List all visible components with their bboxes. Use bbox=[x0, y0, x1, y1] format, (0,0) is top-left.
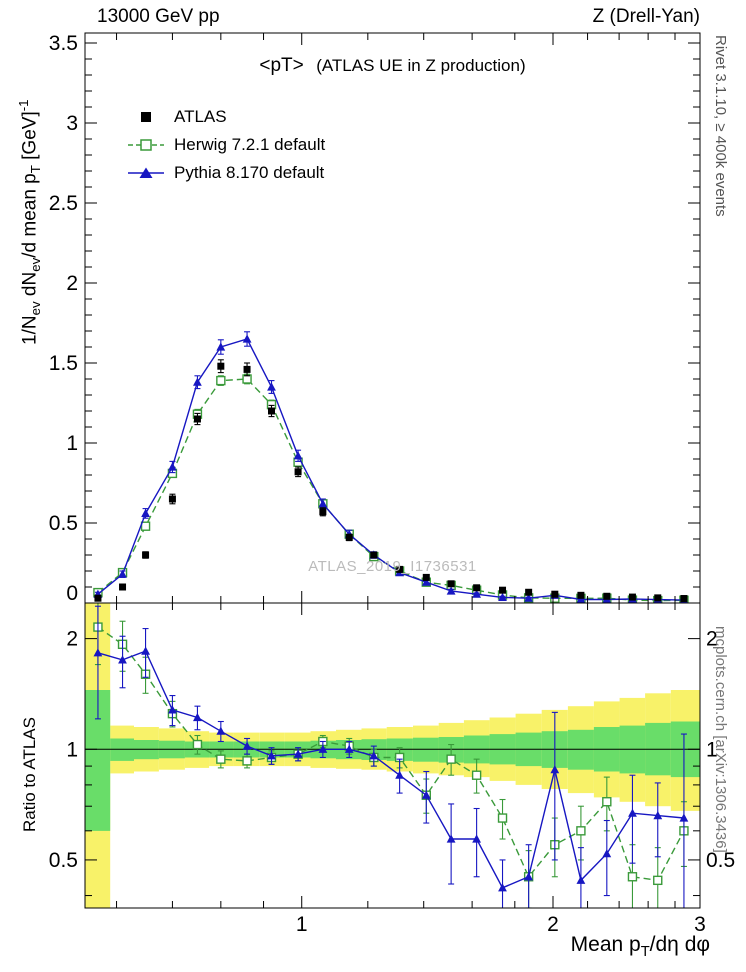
herwig-marker-icon bbox=[128, 139, 164, 151]
atlas-marker-icon bbox=[141, 112, 151, 122]
analysis-watermark: ATLAS_2019_I1736531 bbox=[308, 558, 477, 575]
svg-text:2.5: 2.5 bbox=[49, 192, 78, 215]
main-series bbox=[93, 331, 689, 603]
header-beam-energy: 13000 GeV pp bbox=[97, 6, 220, 27]
svg-text:0.5: 0.5 bbox=[49, 512, 78, 535]
ratio-series bbox=[93, 603, 689, 908]
svg-text:2: 2 bbox=[66, 628, 78, 651]
svg-text:3: 3 bbox=[694, 913, 706, 936]
svg-text:3.5: 3.5 bbox=[49, 32, 78, 55]
svg-text:2: 2 bbox=[66, 272, 78, 295]
rivet-version-label: Rivet 3.1.10, ≥ 400k events bbox=[712, 35, 729, 217]
svg-text:1: 1 bbox=[66, 738, 78, 761]
svg-text:2: 2 bbox=[547, 913, 559, 936]
pythia-marker-icon bbox=[128, 167, 164, 178]
legend-label-pythia: Pythia 8.170 default bbox=[174, 163, 325, 182]
svg-text:0.5: 0.5 bbox=[706, 849, 735, 872]
title-observable: <pT> bbox=[259, 55, 304, 76]
legend: ATLAS Herwig 7.2.1 default Pythia 8.170 … bbox=[128, 103, 325, 187]
ratio-axis-title: Ratio to ATLAS bbox=[20, 717, 39, 832]
axes-frame: 1 2 3 0 0.5 1 1.5 2 2.5 3 3.5 0.5 0.5 1 1 2 2 bbox=[49, 32, 735, 936]
svg-text:3: 3 bbox=[66, 112, 78, 135]
svg-text:2: 2 bbox=[706, 628, 718, 651]
svg-text:1: 1 bbox=[296, 913, 308, 936]
legend-item-pythia: Pythia 8.170 default bbox=[128, 159, 325, 187]
legend-label-herwig: Herwig 7.2.1 default bbox=[174, 135, 326, 154]
uncertainty-bands bbox=[85, 603, 700, 908]
legend-label-atlas: ATLAS bbox=[174, 107, 227, 126]
legend-item-atlas: ATLAS bbox=[128, 103, 325, 131]
y-axis-title: 1/Nev dNev/d mean pT [GeV]-1 bbox=[16, 99, 44, 345]
x-axis-title: Mean pT/dη dφ bbox=[570, 933, 710, 961]
svg-text:1: 1 bbox=[66, 432, 78, 455]
svg-text:1.5: 1.5 bbox=[49, 352, 78, 375]
legend-item-herwig: Herwig 7.2.1 default bbox=[128, 131, 325, 159]
header-process: Z (Drell-Yan) bbox=[592, 6, 700, 27]
title-context: (ATLAS UE in Z production) bbox=[316, 56, 526, 75]
svg-text:1: 1 bbox=[706, 738, 718, 761]
mcplots-reference-label: mcplots.cern.ch [arXiv:1306.3436] bbox=[712, 626, 729, 853]
svg-text:0.5: 0.5 bbox=[49, 849, 78, 872]
svg-text:0: 0 bbox=[66, 582, 78, 605]
plot-title: <pT> (ATLAS UE in Z production) bbox=[85, 55, 700, 77]
